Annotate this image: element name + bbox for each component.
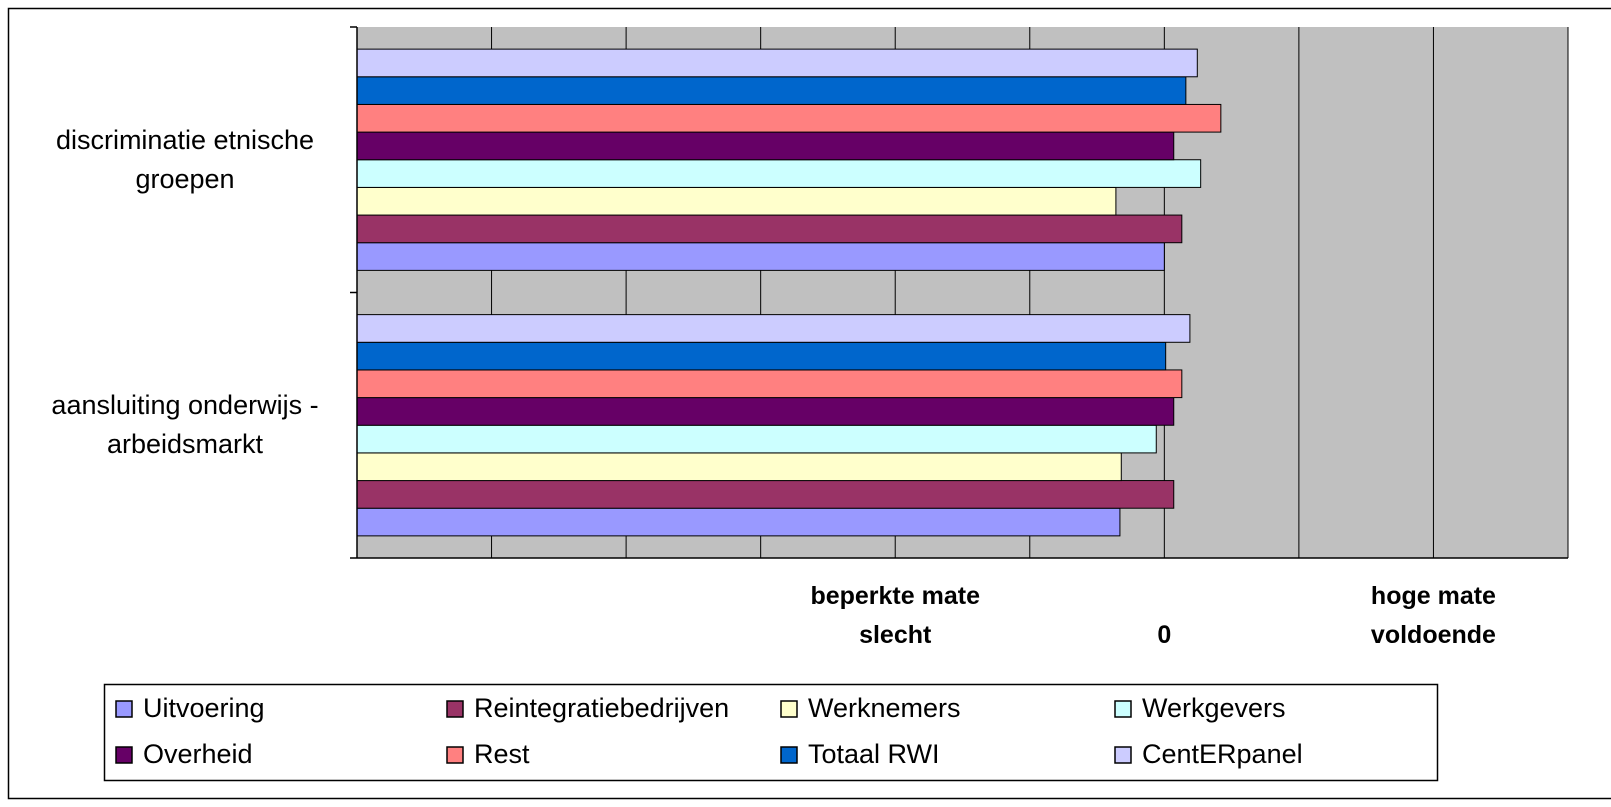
bar <box>356 397 1175 426</box>
legend-swatch <box>1114 700 1132 718</box>
bar <box>356 369 1183 399</box>
legend-swatch <box>780 700 798 718</box>
legend-label: Rest <box>474 739 530 769</box>
legend-label: Uitvoering <box>143 693 265 723</box>
category-label: aansluiting onderwijs - arbeidsmarkt <box>51 390 319 460</box>
legend-swatch <box>446 746 464 764</box>
bar <box>356 341 1167 371</box>
bar <box>356 424 1157 454</box>
legend-label: Werknemers <box>808 693 961 723</box>
legend-label: Overheid <box>143 739 253 769</box>
x-tick-label: hoge mate voldoende <box>1370 582 1496 649</box>
bar <box>356 452 1122 482</box>
legend-swatch <box>115 700 133 718</box>
bar <box>356 131 1175 161</box>
legend-label: Reintegratiebedrijven <box>474 693 729 723</box>
x-tick-label: 0 <box>1157 621 1172 649</box>
bar <box>356 186 1117 216</box>
bar <box>356 103 1222 133</box>
legend-swatch <box>446 700 464 718</box>
legend-label: Werkgevers <box>1142 693 1286 723</box>
bar <box>356 214 1183 244</box>
legend-swatch <box>780 746 798 764</box>
bar <box>356 159 1202 188</box>
bar <box>356 314 1191 343</box>
category-label: discriminatie etnische groepen <box>55 124 315 194</box>
legend-swatch <box>1114 746 1132 764</box>
x-tick-label: beperkte mate slecht <box>810 582 980 649</box>
legend-swatch <box>115 746 133 764</box>
bar <box>356 480 1175 509</box>
bar <box>356 48 1198 78</box>
chart-frame <box>7 7 1611 800</box>
legend-label: CentERpanel <box>1142 739 1303 769</box>
legend-label: Totaal RWI <box>808 739 940 769</box>
bar <box>356 242 1165 271</box>
bar <box>356 507 1121 537</box>
bar <box>356 76 1187 105</box>
legend-box <box>103 683 1439 782</box>
